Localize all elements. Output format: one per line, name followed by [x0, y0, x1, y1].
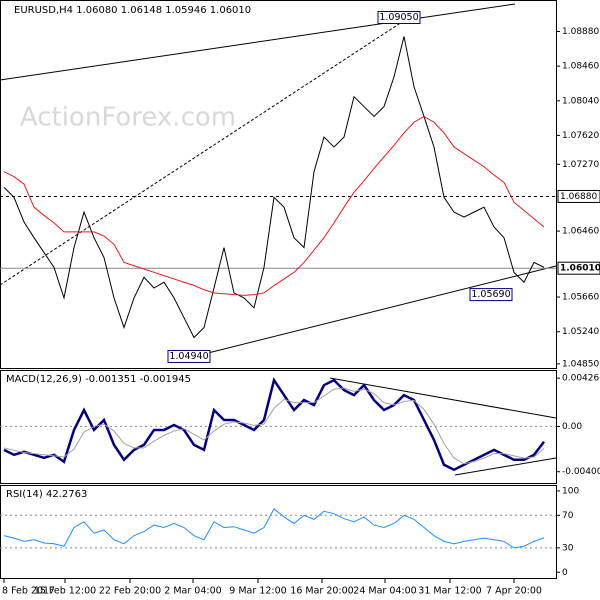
annotation-label: 1.04940	[169, 351, 208, 362]
x-tick-label: 16 Mar 20:00	[290, 586, 353, 597]
y-tick-label: -0.004004	[562, 467, 600, 477]
y-tick-label: 100	[562, 486, 579, 496]
series-line	[3, 36, 545, 339]
macd-panel	[0, 370, 557, 484]
trend-line	[454, 457, 557, 476]
x-tick-label: 15 Feb 12:00	[34, 586, 96, 597]
x-tick-label: 22 Feb 20:00	[99, 586, 161, 597]
y-tick-label: 30	[562, 543, 574, 553]
y-tick-label: 1.04850	[562, 359, 599, 369]
y-tick-label: 1.07270	[562, 160, 599, 170]
trend-line	[329, 377, 557, 419]
y-tick-label: 0.00	[562, 422, 582, 432]
y-tick-label: 1.06460	[562, 227, 599, 237]
y-tick-label: 1.08460	[562, 62, 599, 72]
x-tick-label: 2 Mar 04:00	[164, 586, 221, 597]
y-tick-label: 0	[562, 568, 568, 578]
x-tick-label: 7 Apr 20:00	[486, 586, 542, 597]
chart-title: EURUSD,H4 1.06080 1.06148 1.05946 1.0601…	[14, 5, 251, 16]
y-tick-label: 1.08880	[562, 27, 599, 37]
series-line	[3, 115, 545, 296]
annotation-box	[167, 349, 211, 363]
annotation-label: 1.09050	[379, 12, 418, 23]
price-level-box	[557, 189, 600, 203]
panel-title: RSI(14) 42.2763	[6, 489, 87, 500]
series-line	[3, 508, 545, 549]
rsi-panel	[0, 485, 557, 579]
watermark: ActionForex.com	[20, 103, 236, 133]
y-tick-label: 1.07620	[562, 131, 599, 141]
y-tick-label: 70	[562, 511, 574, 521]
annotation-box	[377, 10, 421, 24]
trend-line	[0, 3, 516, 81]
x-tick-label: 9 Mar 12:00	[229, 586, 286, 597]
series-line	[3, 377, 545, 472]
trend-line	[0, 19, 406, 286]
y-tick-label: 1.05660	[562, 293, 599, 303]
x-tick-label: 24 Mar 04:00	[353, 586, 416, 597]
annotation-box	[469, 288, 513, 302]
series-line	[3, 387, 545, 465]
price-level-box	[557, 261, 600, 275]
y-tick-label: 1.05240	[562, 327, 599, 337]
x-tick-label: 31 Mar 12:00	[418, 586, 481, 597]
y-tick-label: 0.004266	[562, 374, 600, 384]
price-level-label: 1.06010	[560, 264, 600, 274]
y-tick-label: 1.08040	[562, 96, 599, 106]
price-panel	[0, 0, 557, 369]
price-level-label: 1.06880	[560, 192, 597, 202]
trend-line	[199, 265, 557, 356]
panel-title: MACD(12,26,9) -0.001351 -0.001945	[6, 374, 191, 385]
x-tick-label: 8 Feb 2017	[2, 586, 55, 597]
annotation-label: 1.05690	[471, 289, 510, 300]
